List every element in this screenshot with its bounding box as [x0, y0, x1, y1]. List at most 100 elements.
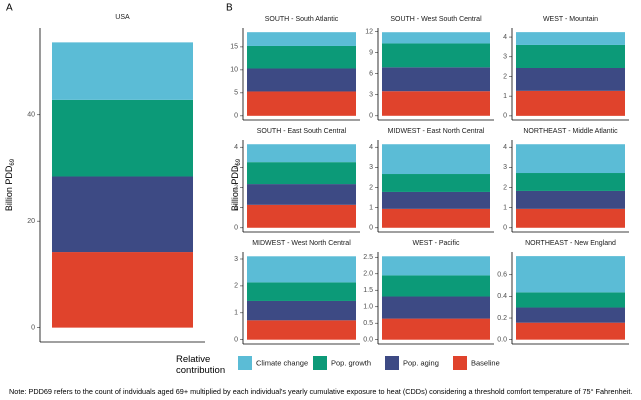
y-tick-label: 3 — [503, 54, 507, 61]
bar-segment — [52, 252, 193, 328]
y-tick-label: 2 — [234, 184, 238, 191]
bar-segment — [247, 68, 356, 92]
y-tick-label: 0 — [369, 113, 373, 120]
y-tick-label: 1 — [503, 204, 507, 211]
y-axis-label-sub: 69 — [10, 158, 16, 165]
bar-segment — [52, 176, 193, 253]
bar-segment — [382, 67, 490, 92]
y-tick-label: 0.0 — [497, 337, 507, 344]
bar-segment — [382, 208, 490, 228]
bar-segment — [247, 320, 356, 340]
bar-segment — [382, 43, 490, 68]
y-tick-label: 5 — [234, 90, 238, 97]
panel-title: WEST - Pacific — [413, 240, 460, 247]
y-tick-label: 4 — [369, 144, 373, 151]
y-tick-label: 2 — [369, 184, 373, 191]
y-tick-label: 20 — [27, 218, 35, 225]
y-tick-label: 0.6 — [497, 272, 507, 279]
y-tick-label: 3 — [369, 164, 373, 171]
y-tick-label: 0 — [31, 324, 35, 331]
bar-segment — [516, 32, 625, 45]
bar-segment — [382, 296, 490, 319]
y-tick-label: 1.5 — [363, 287, 373, 294]
bar-segment — [247, 282, 356, 301]
panel-title: NORTHEAST - New England — [525, 240, 616, 247]
panel-title: WEST - Mountain — [543, 16, 598, 23]
y-tick-label: 1 — [503, 93, 507, 100]
y-tick-label: 1 — [234, 310, 238, 317]
y-tick-label: 15 — [230, 44, 238, 51]
bar-segment — [382, 191, 490, 209]
legend-label: Baseline — [471, 358, 500, 367]
y-tick-label: 0 — [234, 337, 238, 344]
panel-title: USA — [115, 14, 130, 21]
y-tick-label: 3 — [369, 92, 373, 99]
y-tick-label: 0 — [234, 225, 238, 232]
y-tick-label: 0 — [369, 225, 373, 232]
y-tick-label: 3 — [503, 164, 507, 171]
bar-segment — [516, 190, 625, 209]
y-tick-label: 9 — [369, 49, 373, 56]
bar-segment — [382, 318, 490, 340]
y-axis-label: Billion PDD69 — [230, 158, 241, 211]
bar-segment — [382, 174, 490, 192]
bar-segment — [52, 42, 193, 100]
bar-segment — [516, 173, 625, 191]
bar-segment — [247, 45, 356, 69]
panel-title: MIDWEST - West North Central — [252, 240, 351, 247]
y-tick-label: 0 — [234, 113, 238, 120]
bar-segment — [516, 90, 625, 116]
panel-title: SOUTH - East South Central — [257, 128, 347, 135]
y-tick-label: 0.0 — [363, 337, 373, 344]
y-tick-label: 2.5 — [363, 254, 373, 261]
legend-swatch — [385, 356, 399, 370]
bar-segment — [247, 204, 356, 228]
y-tick-label: 40 — [27, 112, 35, 119]
bar-segment — [247, 91, 356, 116]
bar-segment — [247, 32, 356, 46]
legend-label: Climate change — [256, 358, 308, 367]
legend-swatch — [238, 356, 252, 370]
bar-segment — [382, 256, 490, 276]
y-tick-label: 2 — [503, 184, 507, 191]
bar-segment — [382, 144, 490, 175]
legend-label: Pop. growth — [331, 358, 371, 367]
bar-segment — [516, 44, 625, 68]
y-tick-label: 0.2 — [497, 315, 507, 322]
y-tick-label: 4 — [503, 34, 507, 41]
y-tick-label: 12 — [365, 28, 373, 35]
bar-segment — [516, 144, 625, 174]
y-tick-label: 0 — [503, 113, 507, 120]
y-axis-label-text: Billion PDD — [4, 165, 14, 211]
y-tick-label: 3 — [234, 164, 238, 171]
legend-swatch — [313, 356, 327, 370]
bar-segment — [382, 275, 490, 297]
bar-segment — [52, 99, 193, 177]
y-tick-label: 2 — [503, 73, 507, 80]
legend-label: Pop. aging — [403, 358, 439, 367]
bar-segment — [516, 208, 625, 228]
note: Note: PDD69 refers to the count of indvi… — [9, 387, 632, 396]
bar-segment — [247, 184, 356, 205]
y-tick-label: 4 — [234, 144, 238, 151]
y-tick-label: 3 — [234, 256, 238, 263]
bar-segment — [516, 292, 625, 308]
y-tick-label: 1 — [369, 204, 373, 211]
y-tick-label: 0.4 — [497, 293, 507, 300]
y-axis-label-sub: 69 — [236, 158, 242, 165]
y-tick-label: 2 — [234, 283, 238, 290]
panel-title: SOUTH - West South Central — [390, 16, 482, 23]
legend-title: Relative contribution — [176, 354, 226, 376]
bar-segment — [382, 32, 490, 44]
bar-segment — [247, 300, 356, 321]
panel-title: MIDWEST - East North Central — [388, 128, 485, 135]
bar-segment — [247, 256, 356, 283]
bar-segment — [247, 162, 356, 185]
y-axis-label-text: Billion PDD — [230, 165, 240, 211]
y-tick-label: 0 — [503, 225, 507, 232]
y-tick-label: 0.5 — [363, 320, 373, 327]
y-tick-label: 1 — [234, 204, 238, 211]
panel-title: SOUTH - South Atlantic — [265, 16, 339, 23]
